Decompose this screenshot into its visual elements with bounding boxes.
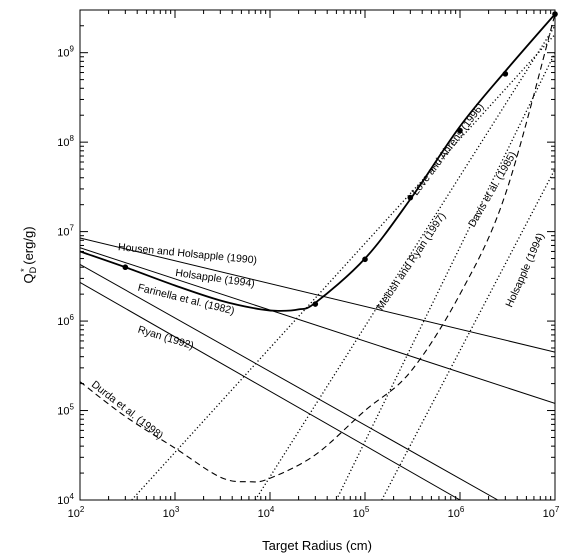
x-tick-label: 102 bbox=[68, 505, 85, 520]
y-tick-label: 106 bbox=[57, 313, 74, 328]
y-tick-label: 107 bbox=[57, 224, 74, 239]
series-line-0 bbox=[80, 237, 555, 353]
y-axis-title-sub: D bbox=[28, 266, 38, 273]
data-point bbox=[457, 127, 463, 134]
data-point bbox=[122, 264, 129, 271]
y-tick-label: 109 bbox=[57, 45, 74, 60]
series-line-8 bbox=[381, 168, 555, 500]
series-line-1 bbox=[80, 247, 555, 404]
x-tick-label: 106 bbox=[448, 505, 465, 520]
x-axis-title: Target Radius (cm) bbox=[262, 538, 372, 553]
series-line-3 bbox=[80, 282, 461, 500]
y-tick-label: 104 bbox=[57, 492, 74, 507]
data-points bbox=[122, 11, 558, 307]
series-line-7 bbox=[335, 52, 555, 500]
y-axis-title: QD* (erg/g) bbox=[19, 226, 38, 283]
data-point bbox=[552, 11, 558, 17]
data-point bbox=[312, 301, 319, 307]
y-tick-label: 105 bbox=[57, 403, 74, 418]
curve-label: Melosh and Ryan (1997) bbox=[374, 211, 448, 313]
y-axis-title-unit: (erg/g) bbox=[21, 226, 36, 268]
curve-label: Love and Ahrens (1996) bbox=[409, 101, 486, 198]
x-tick-label: 104 bbox=[258, 505, 275, 520]
ticks: 102 103 104 105 106 107 104 105 106 107 108 109 bbox=[57, 10, 560, 520]
plot-frame bbox=[79, 9, 556, 501]
series-line-5 bbox=[131, 33, 555, 500]
curve-labels: Housen and Holsapple (1990) Holsapple (19… bbox=[89, 101, 547, 442]
series-line-9 bbox=[80, 13, 555, 312]
curve-label: Holsapple (1994) bbox=[503, 231, 546, 309]
data-point bbox=[362, 256, 368, 263]
y-axis-title-main: Q bbox=[21, 273, 36, 283]
curve-label: Davis et al. (1985) bbox=[466, 150, 519, 230]
x-tick-label: 103 bbox=[163, 505, 180, 520]
series-line-2 bbox=[80, 263, 499, 500]
curve-label: Durda et al. (1998) bbox=[89, 379, 165, 442]
y-axis-title-sup: * bbox=[19, 268, 29, 272]
data-point bbox=[407, 194, 414, 201]
y-tick-label: 108 bbox=[57, 134, 74, 149]
curve-label: Farinella et al. (1982) bbox=[136, 282, 235, 318]
curves bbox=[80, 13, 555, 500]
curve-label: Ryan (1992) bbox=[136, 324, 195, 352]
data-point bbox=[502, 71, 509, 77]
series-line-4 bbox=[80, 13, 555, 483]
x-tick-label: 105 bbox=[353, 505, 370, 520]
curve-label: Housen and Holsapple (1990) bbox=[118, 241, 258, 266]
x-tick-label: 107 bbox=[543, 505, 560, 520]
